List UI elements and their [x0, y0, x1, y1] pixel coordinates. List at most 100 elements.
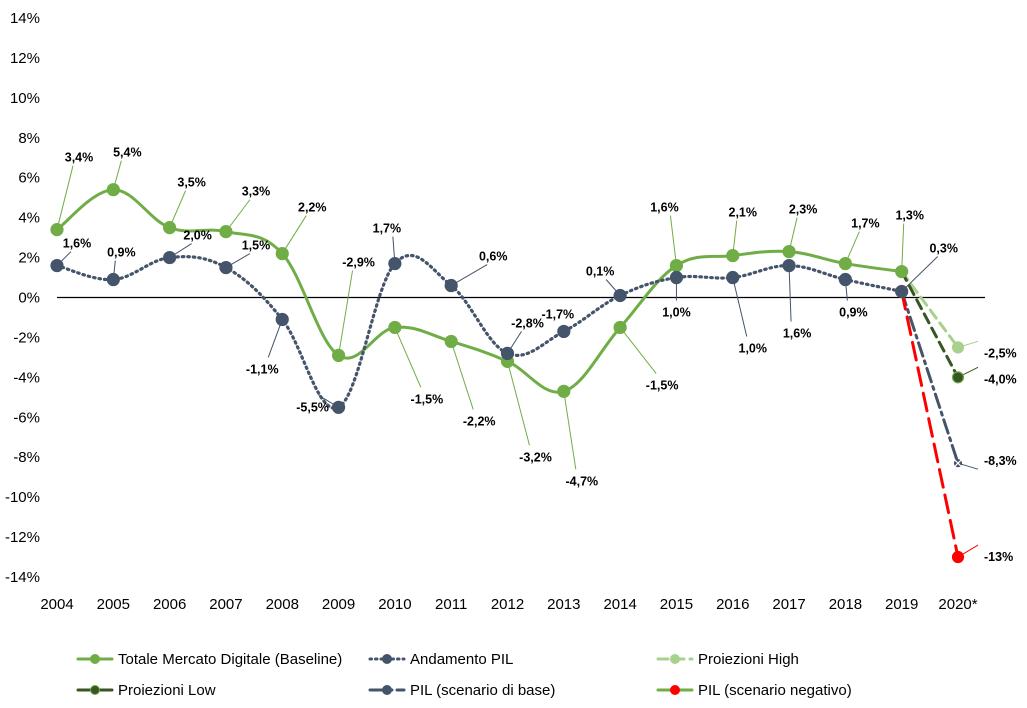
data-point — [951, 371, 965, 384]
data-label: 2,0% — [183, 229, 212, 243]
y-tick-label: 12% — [10, 50, 40, 67]
series-line-2 — [900, 270, 960, 349]
x-tick-label: 2008 — [266, 596, 299, 613]
data-point — [782, 258, 796, 273]
data-label: -4,7% — [565, 474, 598, 488]
data-label: -1,1% — [246, 362, 279, 376]
legend-swatch-marker — [670, 685, 680, 695]
x-tick-label: 2019 — [885, 596, 918, 613]
y-tick-label: 6% — [18, 170, 40, 187]
y-tick-label: -14% — [5, 569, 40, 586]
data-point — [613, 320, 627, 335]
series-line-3 — [900, 270, 960, 379]
data-label: 1,6% — [650, 201, 679, 215]
data-label: -4,0% — [984, 372, 1017, 386]
legend-swatch-marker — [382, 654, 392, 664]
x-tick-label: 2004 — [40, 596, 73, 613]
legend-entry: Proiezioni High — [698, 651, 799, 668]
x-tick-label: 2018 — [829, 596, 862, 613]
label-leader — [507, 361, 530, 446]
data-point — [388, 256, 402, 271]
label-leader — [901, 223, 905, 272]
data-label: -2,8% — [511, 316, 544, 330]
data-point — [669, 270, 684, 285]
data-point — [163, 250, 177, 265]
label-leader — [450, 341, 474, 410]
data-label: 1,0% — [739, 342, 768, 356]
label-leader — [669, 215, 677, 266]
data-point — [951, 550, 965, 564]
data-label: 0,9% — [839, 306, 868, 320]
data-point — [50, 258, 64, 273]
data-label: 0,9% — [107, 246, 136, 260]
label-leader — [563, 391, 577, 470]
data-point — [726, 248, 740, 263]
data-point — [838, 256, 852, 271]
data-point — [669, 258, 684, 273]
data-point — [838, 272, 852, 287]
label-leader — [619, 327, 657, 374]
data-label: -1,7% — [541, 307, 574, 321]
y-tick-label: 14% — [10, 10, 40, 27]
data-point — [557, 384, 571, 398]
data-point — [331, 400, 346, 414]
y-axis: 14% 12% 10% 8% 6% 4% 2% 0% -2% -4% -6% -8% -10% -12% -… — [5, 10, 40, 586]
data-point — [106, 272, 120, 287]
legend-swatch-marker — [382, 685, 392, 695]
data-label: -3,2% — [519, 450, 552, 464]
x-tick-label: 2015 — [660, 596, 693, 613]
data-label: 3,5% — [177, 176, 206, 190]
data-label: 1,7% — [373, 222, 402, 236]
series-line-0 — [55, 188, 904, 394]
legend-entry: Totale Mercato Digitale (Baseline) — [118, 651, 342, 668]
x-tick-label: 2016 — [716, 596, 749, 613]
x-tick-label: 2005 — [97, 596, 130, 613]
data-label: 2,1% — [729, 206, 758, 220]
x-tick-label: 2007 — [209, 596, 242, 613]
data-label: -2,9% — [342, 255, 375, 269]
label-leader — [394, 327, 422, 388]
label-leader — [225, 199, 251, 232]
data-label: -13% — [984, 550, 1013, 564]
data-label: 5,4% — [113, 146, 142, 160]
data-label: 0,3% — [929, 242, 958, 256]
y-tick-label: -8% — [13, 449, 40, 466]
legend-swatch-marker — [670, 654, 680, 664]
data-label: 1,6% — [63, 237, 92, 251]
data-point — [613, 288, 627, 303]
data-label: 3,3% — [242, 185, 271, 199]
series-line-4 — [900, 290, 960, 465]
data-point — [219, 260, 233, 275]
series-lines — [55, 188, 960, 559]
label-leader — [732, 277, 748, 337]
y-tick-label: 8% — [18, 130, 40, 147]
data-point — [557, 324, 571, 339]
legend-entry: PIL (scenario di base) — [410, 682, 555, 699]
x-axis: 2004 2005 2006 2007 2008 2009 2010 2011 2012 2013… — [40, 596, 977, 613]
legend: Totale Mercato Digitale (Baseline) Andame… — [76, 651, 852, 699]
data-label: -1,5% — [646, 378, 679, 392]
x-tick-label: 2012 — [491, 596, 524, 613]
data-point — [50, 223, 64, 237]
data-point — [726, 270, 740, 285]
y-tick-label: 0% — [18, 290, 40, 307]
legend-entry: Proiezioni Low — [118, 682, 216, 699]
data-point — [388, 320, 402, 335]
data-label: -8,3% — [984, 454, 1017, 468]
y-tick-label: -4% — [13, 369, 40, 386]
y-tick-label: 2% — [18, 250, 40, 267]
x-tick-label: 2009 — [322, 596, 355, 613]
data-label: 2,3% — [789, 203, 818, 217]
series-markers — [50, 183, 965, 564]
label-leader — [267, 319, 283, 358]
data-point — [895, 284, 909, 299]
data-point — [951, 341, 965, 354]
data-label: 3,4% — [65, 151, 94, 165]
data-point — [163, 221, 177, 235]
label-leader-lines — [56, 160, 979, 558]
label-leader — [56, 165, 74, 230]
data-label: -5,5% — [296, 400, 329, 414]
x-tick-label: 2017 — [772, 596, 805, 613]
x-tick-label: 2013 — [547, 596, 580, 613]
data-point — [106, 183, 120, 197]
